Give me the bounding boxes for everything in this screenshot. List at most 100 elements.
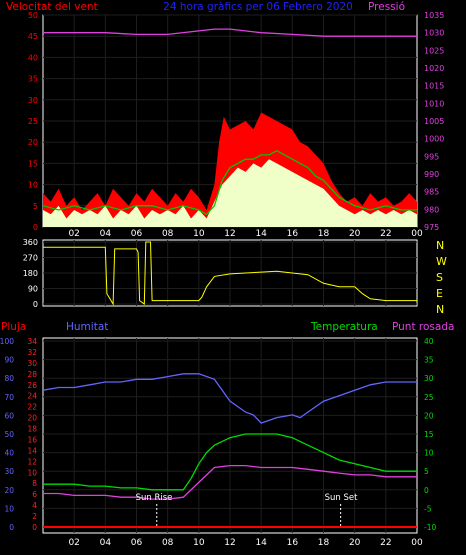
humidity-y-tick-label: 28 xyxy=(27,370,37,379)
x-tick-label: 20 xyxy=(349,229,361,239)
pressure-y-tick-label: 1010 xyxy=(424,99,444,108)
temperature-y-tick-label: 25 xyxy=(424,393,434,402)
wind-y-tick-label: 40 xyxy=(28,53,38,62)
direction-letter-e: E xyxy=(436,287,443,300)
humidity-y-tick-label: 0 xyxy=(32,523,37,532)
humidity-y-tick-label: 24 xyxy=(27,392,37,401)
temperature-series xyxy=(43,433,417,491)
rain-y-tick-label: 30 xyxy=(4,467,14,476)
wind-y-tick-label: 45 xyxy=(28,32,38,41)
humidity-y-tick-label: 22 xyxy=(27,403,37,412)
humidity-y-tick-label: 18 xyxy=(27,425,37,434)
x-tick-label: 18 xyxy=(318,229,330,239)
rain-y-tick-label: 20 xyxy=(4,486,14,495)
pressure-series xyxy=(43,28,417,37)
x-tick-label: 02 xyxy=(68,229,79,239)
direction-y-tick-label: 270 xyxy=(23,254,38,263)
humidity-y-tick-label: 6 xyxy=(32,490,37,499)
temperature-y-tick-label: 10 xyxy=(424,449,434,458)
temperature-y-tick-label: -10 xyxy=(424,523,436,532)
direction-letter-n-top: N xyxy=(436,239,444,252)
sun-set-label: Sun Set xyxy=(325,493,358,503)
temperature-y-tick-label: 30 xyxy=(424,374,434,383)
wind-y-tick-label: 5 xyxy=(33,202,38,211)
temperature-y-tick-label: 15 xyxy=(424,430,434,439)
temperature-label: Temperatura xyxy=(310,321,378,333)
direction-y-tick-label: 90 xyxy=(28,285,38,294)
wind-speed-title: Velocitat del vent xyxy=(6,1,98,13)
wind-direction-series xyxy=(43,241,417,306)
humidity-series xyxy=(42,373,417,424)
rain-y-tick-label: 40 xyxy=(4,449,14,458)
direction-y-tick-label: 360 xyxy=(23,238,38,247)
x-tick-label: 22 xyxy=(380,538,391,548)
temperature-y-tick-label: 35 xyxy=(424,356,434,365)
rain-y-tick-label: 70 xyxy=(4,393,14,402)
rain-y-tick-label: 100 xyxy=(0,337,14,346)
rain-y-tick-label: 60 xyxy=(4,411,14,420)
temperature-y-tick-label: 20 xyxy=(424,411,434,420)
x-tick-label: 14 xyxy=(255,538,267,548)
direction-letter-s: S xyxy=(436,271,443,284)
x-tick-label: 06 xyxy=(131,229,143,239)
sun-rise-label: Sun Rise xyxy=(136,493,173,503)
humidity-y-tick-label: 10 xyxy=(27,468,37,477)
pressure-y-tick-label: 990 xyxy=(424,170,439,179)
x-tick-label: 10 xyxy=(193,538,205,548)
rain-y-tick-label: 50 xyxy=(4,430,14,439)
x-tick-label: 06 xyxy=(131,538,143,548)
wind-y-tick-label: 25 xyxy=(28,117,38,126)
direction-y-tick-label: 180 xyxy=(23,269,38,278)
x-tick-label: 18 xyxy=(318,538,330,548)
humidity-y-tick-label: 34 xyxy=(27,337,37,346)
x-tick-label: 08 xyxy=(162,229,174,239)
pressure-y-tick-label: 1030 xyxy=(424,29,444,38)
humidity-label: Humitat xyxy=(66,321,108,333)
x-tick-label: 14 xyxy=(255,229,267,239)
direction-y-tick-label: 0 xyxy=(33,300,38,309)
x-tick-label: 00 xyxy=(411,229,423,239)
wind-average-series xyxy=(42,149,417,216)
x-tick-label: 22 xyxy=(380,229,391,239)
dewpoint-series xyxy=(43,464,417,500)
x-tick-label: 04 xyxy=(100,538,112,548)
wind-y-tick-label: 10 xyxy=(28,181,38,190)
humidity-y-tick-label: 2 xyxy=(32,512,37,521)
pressure-y-tick-label: 1005 xyxy=(424,117,444,126)
pressure-y-tick-label: 980 xyxy=(424,205,439,214)
pressure-y-tick-label: 975 xyxy=(424,223,439,232)
chart-date-title: 24 hora gràfics per 06 Febrero 2020 xyxy=(163,1,353,13)
x-tick-label: 20 xyxy=(349,538,361,548)
pressure-y-tick-label: 1035 xyxy=(424,11,444,20)
x-tick-label: 08 xyxy=(162,538,174,548)
dewpoint-label: Punt rosada xyxy=(392,321,454,333)
humidity-y-tick-label: 8 xyxy=(32,479,37,488)
temperature-y-tick-label: -5 xyxy=(424,504,432,513)
pressure-y-tick-label: 1000 xyxy=(424,135,444,144)
x-tick-label: 16 xyxy=(287,538,299,548)
wind-y-tick-label: 30 xyxy=(28,96,38,105)
temperature-y-tick-label: 5 xyxy=(424,467,429,476)
x-tick-label: 00 xyxy=(411,538,423,548)
rain-y-tick-label: 10 xyxy=(4,504,14,513)
pressure-y-tick-label: 985 xyxy=(424,188,439,197)
rain-y-tick-label: 90 xyxy=(4,356,14,365)
direction-letter-w: W xyxy=(436,255,447,268)
x-tick-label: 10 xyxy=(193,229,205,239)
humidity-y-tick-label: 20 xyxy=(27,414,37,423)
x-tick-label: 12 xyxy=(224,538,235,548)
wind-y-tick-label: 0 xyxy=(33,223,38,232)
temperature-y-tick-label: 0 xyxy=(424,486,429,495)
wind-y-tick-label: 50 xyxy=(28,11,38,20)
temperature-y-tick-label: 40 xyxy=(424,337,434,346)
humidity-y-tick-label: 16 xyxy=(27,435,37,444)
wind-y-tick-label: 20 xyxy=(28,138,38,147)
x-tick-label: 02 xyxy=(68,538,79,548)
pressure-y-tick-label: 995 xyxy=(424,152,439,161)
pressure-title: Pressió xyxy=(368,1,405,13)
humidity-y-tick-label: 32 xyxy=(27,348,37,357)
pressure-y-tick-label: 1015 xyxy=(424,82,444,91)
direction-letter-n-bottom: N xyxy=(436,303,444,316)
humidity-y-tick-label: 30 xyxy=(27,359,37,368)
